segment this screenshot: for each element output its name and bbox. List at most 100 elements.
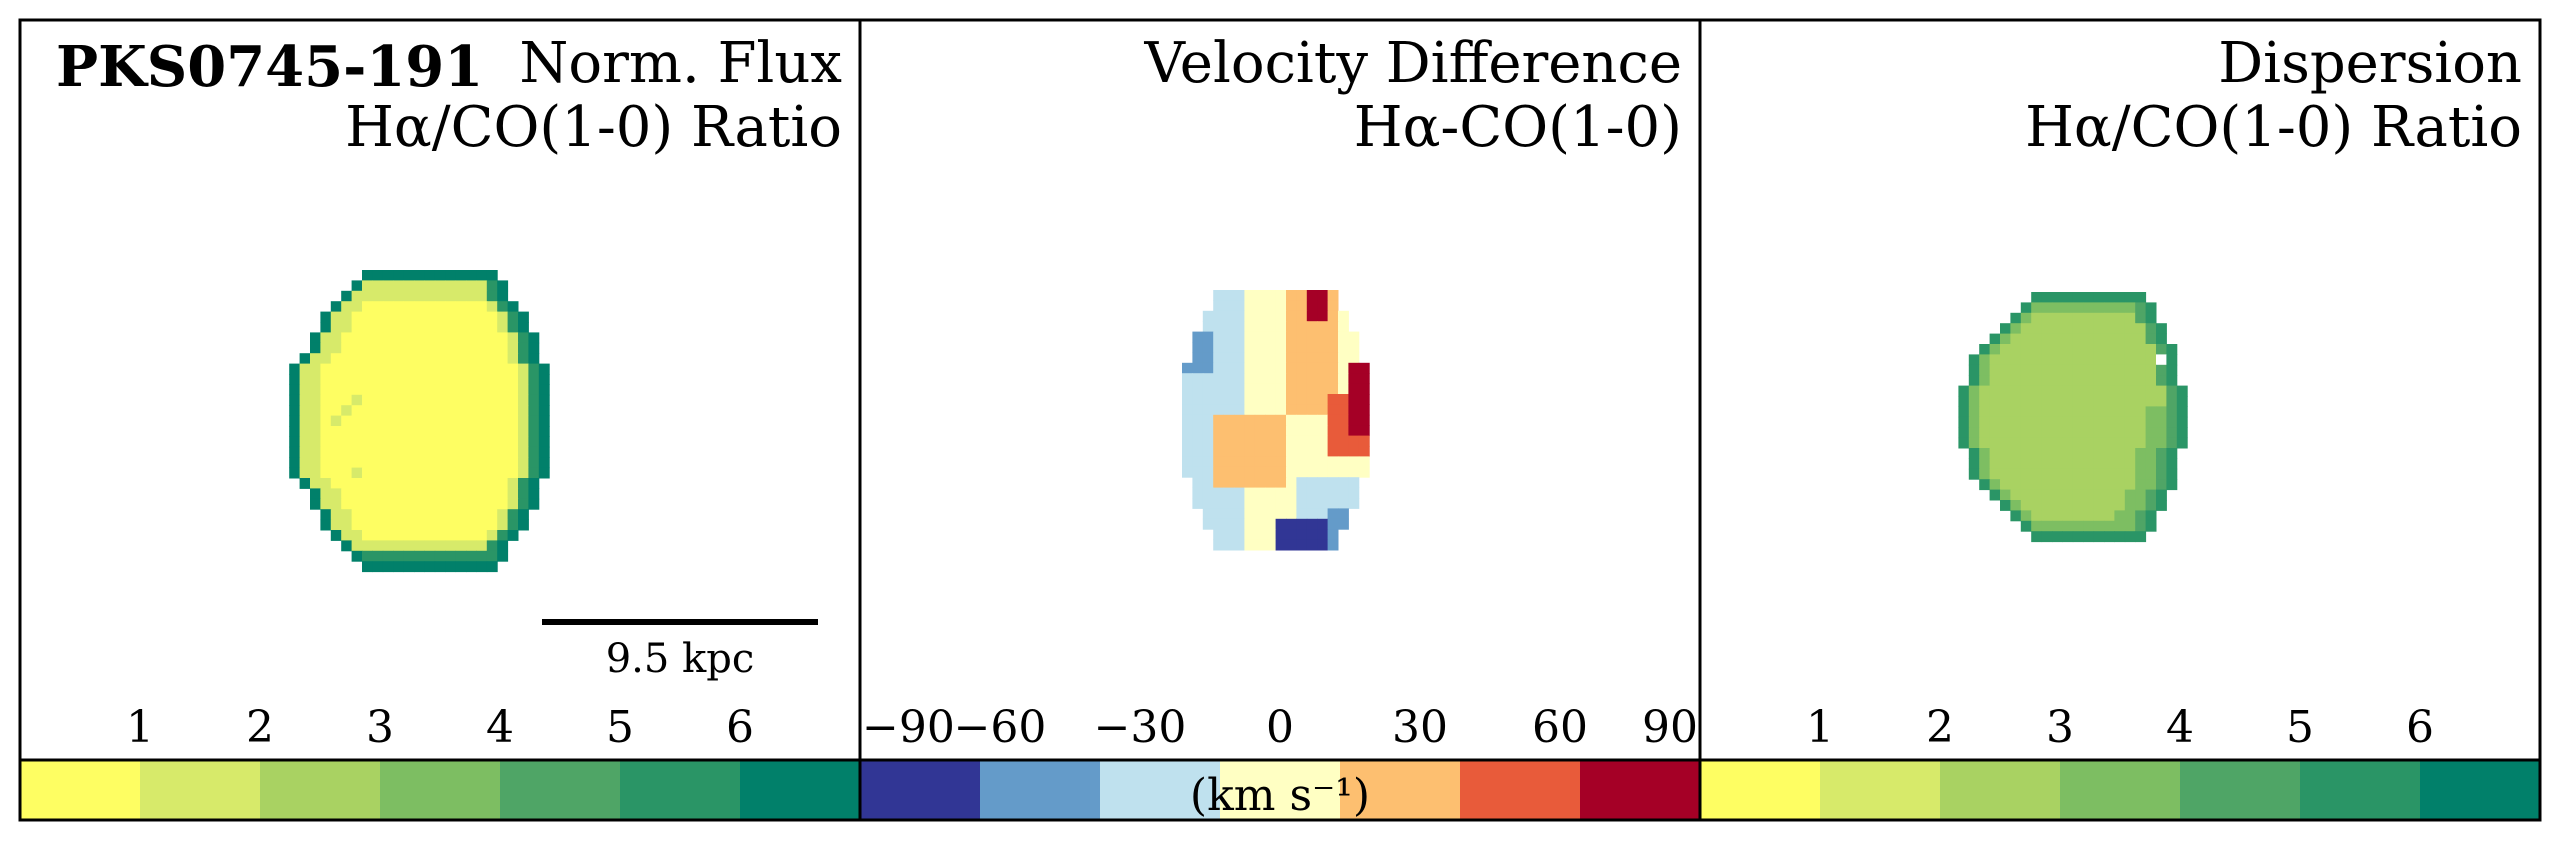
map-pixel <box>351 488 363 500</box>
map-pixel <box>2062 375 2074 387</box>
colorbar-1-tick-label: 4 <box>486 702 514 753</box>
map-pixel <box>2124 354 2136 366</box>
map-pixel <box>1192 466 1204 478</box>
map-pixel <box>1223 404 1235 416</box>
map-pixel <box>486 530 498 541</box>
map-pixel <box>434 332 446 344</box>
map-pixel <box>1348 373 1360 385</box>
map-pixel <box>1348 477 1360 489</box>
map-pixel <box>1317 498 1329 509</box>
map-pixel <box>497 519 509 531</box>
map-pixel <box>1265 383 1277 395</box>
map-pixel <box>341 363 353 375</box>
colorbar-2-segment-2 <box>980 760 1101 820</box>
map-pixel <box>2093 520 2105 532</box>
map-pixel <box>393 353 405 365</box>
colorbar-3-tick-label: 5 <box>2286 702 2314 753</box>
map-pixel <box>1989 354 2001 366</box>
colorbar-2-segment-7 <box>1580 760 1701 820</box>
map-pixel <box>2010 375 2022 387</box>
map-pixel <box>445 384 457 396</box>
map-pixel <box>1254 508 1266 520</box>
map-pixel <box>2093 468 2105 480</box>
map-pixel <box>1317 290 1329 301</box>
map-pixel <box>424 290 436 302</box>
map-pixel <box>330 498 342 510</box>
map-pixel <box>372 446 384 458</box>
map-pixel <box>393 426 405 437</box>
map-pixel <box>1244 310 1256 322</box>
map-pixel <box>507 374 519 385</box>
map-pixel <box>2062 520 2074 532</box>
map-pixel <box>2000 458 2011 470</box>
map-pixel <box>1338 310 1349 322</box>
map-pixel <box>362 446 373 458</box>
map-pixel <box>372 332 384 344</box>
map-pixel <box>2041 510 2053 522</box>
map-pixel <box>2062 437 2074 449</box>
map-pixel <box>1265 487 1277 499</box>
map-pixel <box>330 405 342 417</box>
map-pixel <box>2041 312 2053 324</box>
map-pixel <box>518 374 529 385</box>
map-pixel <box>403 280 415 292</box>
map-pixel <box>1306 310 1318 322</box>
map-pixel <box>476 394 488 406</box>
map-pixel <box>2104 479 2115 491</box>
colorbar-1-segment-3 <box>260 760 381 820</box>
map-pixel <box>299 415 311 427</box>
map-pixel <box>424 415 436 427</box>
map-pixel <box>1358 466 1370 478</box>
map-pixel <box>299 446 311 458</box>
map-pixel <box>2176 406 2188 418</box>
map-pixel <box>341 290 353 302</box>
map-pixel <box>476 322 488 333</box>
map-pixel <box>2176 416 2188 428</box>
map-pixel <box>341 426 353 437</box>
map-pixel <box>1254 518 1266 530</box>
map-pixel <box>1244 498 1256 509</box>
map-pixel <box>466 280 477 292</box>
map-pixel <box>497 478 509 489</box>
map-pixel <box>1327 362 1339 374</box>
map-pixel <box>2114 458 2126 470</box>
map-pixel <box>330 301 342 313</box>
map-pixel <box>1296 539 1308 551</box>
map-pixel <box>2072 406 2084 418</box>
map-pixel <box>1202 477 1214 489</box>
map-pixel <box>2135 479 2147 491</box>
map-pixel <box>414 561 425 573</box>
map-pixel <box>2145 416 2157 428</box>
map-pixel <box>362 332 373 344</box>
map-pixel <box>1958 416 1970 428</box>
map-pixel <box>1327 529 1339 541</box>
map-pixel <box>466 446 477 458</box>
map-pixel <box>2062 333 2074 345</box>
map-pixel <box>2031 448 2043 459</box>
map-pixel <box>2062 458 2074 470</box>
map-pixel <box>1979 364 1991 376</box>
map-pixel <box>497 540 509 552</box>
map-pixel <box>1213 383 1225 395</box>
map-pixel <box>362 280 373 292</box>
map-pixel <box>2052 458 2063 470</box>
map-pixel <box>2062 531 2074 543</box>
map-pixel <box>330 332 342 344</box>
map-pixel <box>2156 427 2167 439</box>
map-pixel <box>1223 539 1235 551</box>
map-pixel <box>507 519 519 531</box>
map-pixel <box>2114 416 2126 428</box>
map-pixel <box>2145 323 2157 335</box>
map-pixel <box>1244 290 1256 301</box>
map-pixel <box>455 509 467 521</box>
map-pixel <box>2062 416 2074 428</box>
map-pixel <box>382 540 394 552</box>
map-pixel <box>1348 446 1360 457</box>
map-pixel <box>1213 310 1225 322</box>
map-pixel <box>466 332 477 344</box>
map-pixel <box>2124 531 2136 543</box>
map-pixel <box>2166 354 2178 366</box>
map-pixel <box>497 374 509 385</box>
map-pixel <box>1968 364 1980 376</box>
map-pixel <box>424 530 436 541</box>
